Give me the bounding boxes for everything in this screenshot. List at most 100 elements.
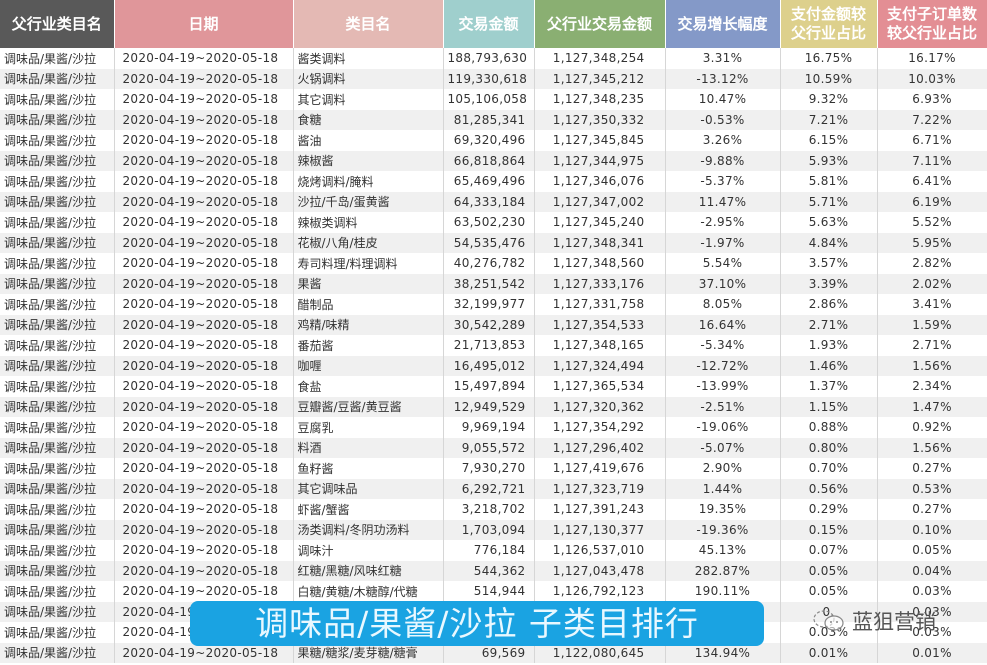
table-row[interactable]: 调味品/果酱/沙拉 2020-04-19~2020-05-18 花椒/八角/桂皮 54… bbox=[0, 232, 987, 253]
cell-category: 咖喱 bbox=[293, 355, 444, 376]
table-row[interactable]: 调味品/果酱/沙拉 2020-04-19~2020-05-18 白糖/黄糖/木糖醇/… bbox=[0, 581, 987, 602]
cell-category: 果糖/糖浆/麦芽糖/糖膏 bbox=[293, 642, 444, 663]
cell-date: 2020-04-19~2020-05-18 bbox=[114, 130, 294, 151]
table-row[interactable]: 调味品/果酱/沙拉 2020-04-19~2020-05-18 料酒 9,055,57… bbox=[0, 437, 987, 458]
cell-growth: -0.53% bbox=[665, 109, 781, 130]
cell-amount: 7,930,270 bbox=[443, 458, 535, 479]
table-row[interactable]: 调味品/果酱/沙拉 2020-04-19~2020-05-18 沙拉/千岛/蛋黄酱 6… bbox=[0, 191, 987, 212]
header-pay-share[interactable]: 支付金额较 父行业占比 bbox=[780, 0, 878, 48]
cell-order-share: 0.92% bbox=[877, 417, 987, 438]
cell-pay-share: 2.86% bbox=[780, 294, 878, 315]
table-row[interactable]: 调味品/果酱/沙拉 2020-04-19~2020-05-18 鱼籽酱 7,930,2… bbox=[0, 458, 987, 479]
table-row[interactable]: 调味品/果酱/沙拉 2020-04-19~2020-05-18 果糖/糖浆/麦芽糖/… bbox=[0, 642, 987, 663]
cell-parent-category: 调味品/果酱/沙拉 bbox=[0, 560, 115, 581]
cell-order-share: 0.03% bbox=[877, 581, 987, 602]
cell-parent-category: 调味品/果酱/沙拉 bbox=[0, 273, 115, 294]
table-row[interactable]: 调味品/果酱/沙拉 2020-04-19~2020-05-18 辣椒类调料 63,50… bbox=[0, 212, 987, 233]
table-row[interactable]: 调味品/果酱/沙拉 2020-04-19~2020-05-18 咖喱 16,495,0… bbox=[0, 355, 987, 376]
cell-order-share: 0.03% bbox=[877, 622, 987, 643]
table-row[interactable]: 调味品/果酱/沙拉 2020-04-19~2020-05-18 食糖 81,285,3… bbox=[0, 109, 987, 130]
cell-date: 2020-04-19~2020-05-18 bbox=[114, 89, 294, 110]
cell-parent-category: 调味品/果酱/沙拉 bbox=[0, 232, 115, 253]
cell-amount: 12,949,529 bbox=[443, 396, 535, 417]
cell-order-share: 6.41% bbox=[877, 171, 987, 192]
cell-date: 2020-04-19~2020-05-18 bbox=[114, 335, 294, 356]
cell-parent-category: 调味品/果酱/沙拉 bbox=[0, 130, 115, 151]
cell-parent-category: 调味品/果酱/沙拉 bbox=[0, 642, 115, 663]
cell-parent-category: 调味品/果酱/沙拉 bbox=[0, 294, 115, 315]
header-pay-share-line1: 支付金额较 bbox=[790, 5, 866, 23]
cell-parent-category: 调味品/果酱/沙拉 bbox=[0, 396, 115, 417]
table-row[interactable]: 调味品/果酱/沙拉 2020-04-19~2020-05-18 调味汁 776,184… bbox=[0, 540, 987, 561]
cell-date: 2020-04-19~2020-05-18 bbox=[114, 396, 294, 417]
table-row[interactable]: 调味品/果酱/沙拉 2020-04-19~2020-05-18 其它调料 105,10… bbox=[0, 89, 987, 110]
header-growth[interactable]: 交易增长幅度 bbox=[665, 0, 781, 48]
header-pay-share-line2: 父行业占比 bbox=[790, 24, 866, 42]
cell-amount: 21,713,853 bbox=[443, 335, 535, 356]
table-row[interactable]: 调味品/果酱/沙拉 2020-04-19~2020-05-18 其它调味品 6,292… bbox=[0, 478, 987, 499]
table-row[interactable]: 调味品/果酱/沙拉 2020-04-19~2020-05-18 酱类调料 188,79… bbox=[0, 48, 987, 69]
cell-growth: -5.37% bbox=[665, 171, 781, 192]
table-row[interactable]: 调味品/果酱/沙拉 2020-04-19~2020-05-18 火锅调料 119,33… bbox=[0, 68, 987, 89]
header-row: 父行业类目名 日期 类目名 交易金额 父行业交易金额 交易增长幅度 支付金额较父… bbox=[0, 0, 987, 48]
cell-growth: 3.26% bbox=[665, 130, 781, 151]
cell-parent-amount: 1,127,348,165 bbox=[534, 335, 666, 356]
cell-category: 白糖/黄糖/木糖醇/代糖 bbox=[293, 581, 444, 602]
cell-date: 2020-04-19~2020-05-18 bbox=[114, 48, 294, 69]
cell-parent-amount: 1,127,324,494 bbox=[534, 355, 666, 376]
cell-date: 2020-04-19~2020-05-18 bbox=[114, 253, 294, 274]
cell-amount: 69,320,496 bbox=[443, 130, 535, 151]
cell-order-share: 16.17% bbox=[877, 48, 987, 69]
cell-amount: 544,362 bbox=[443, 560, 535, 581]
cell-order-share: 5.52% bbox=[877, 212, 987, 233]
cell-date: 2020-04-19~2020-05-18 bbox=[114, 581, 294, 602]
cell-category: 烧烤调料/腌料 bbox=[293, 171, 444, 192]
table-row[interactable]: 调味品/果酱/沙拉 2020-04-19~2020-05-18 鸡精/味精 30,54… bbox=[0, 314, 987, 335]
header-category[interactable]: 类目名 bbox=[293, 0, 444, 48]
table-row[interactable]: 调味品/果酱/沙拉 2020-04-19~2020-05-18 红糖/黑糖/风味红糖… bbox=[0, 560, 987, 581]
header-date[interactable]: 日期 bbox=[114, 0, 294, 48]
cell-order-share: 2.02% bbox=[877, 273, 987, 294]
table-row[interactable]: 调味品/果酱/沙拉 2020-04-19~2020-05-18 酱油 69,320,4… bbox=[0, 130, 987, 151]
table-row[interactable]: 调味品/果酱/沙拉 2020-04-19~2020-05-18 寿司料理/料理调料 4… bbox=[0, 253, 987, 274]
cell-order-share: 5.95% bbox=[877, 232, 987, 253]
cell-parent-amount: 1,127,348,254 bbox=[534, 48, 666, 69]
cell-parent-category: 调味品/果酱/沙拉 bbox=[0, 581, 115, 602]
cell-parent-amount: 1,127,345,845 bbox=[534, 130, 666, 151]
cell-category: 其它调料 bbox=[293, 89, 444, 110]
cell-amount: 1,703,094 bbox=[443, 519, 535, 540]
cell-parent-category: 调味品/果酱/沙拉 bbox=[0, 540, 115, 561]
table-row[interactable]: 调味品/果酱/沙拉 2020-04-19~2020-05-18 辣椒酱 66,818,… bbox=[0, 150, 987, 171]
cell-amount: 9,055,572 bbox=[443, 437, 535, 458]
header-amount[interactable]: 交易金额 bbox=[443, 0, 535, 48]
cell-parent-amount: 1,127,365,534 bbox=[534, 376, 666, 397]
cell-order-share: 2.34% bbox=[877, 376, 987, 397]
header-parent-amount[interactable]: 父行业交易金额 bbox=[534, 0, 666, 48]
cell-pay-share: 5.63% bbox=[780, 212, 878, 233]
cell-parent-category: 调味品/果酱/沙拉 bbox=[0, 437, 115, 458]
cell-pay-share: 2.71% bbox=[780, 314, 878, 335]
header-parent-category[interactable]: 父行业类目名 bbox=[0, 0, 115, 48]
table-row[interactable]: 调味品/果酱/沙拉 2020-04-19~2020-05-18 醋制品 32,199,… bbox=[0, 294, 987, 315]
table-row[interactable]: 调味品/果酱/沙拉 2020-04-19~2020-05-18 番茄酱 21,713,… bbox=[0, 335, 987, 356]
title-banner: 调味品/果酱/沙拉 子类目排行 bbox=[190, 601, 764, 646]
header-order-share-line2: 较父行业占比 bbox=[886, 24, 977, 42]
cell-growth: 37.10% bbox=[665, 273, 781, 294]
cell-category: 寿司料理/料理调料 bbox=[293, 253, 444, 274]
header-order-share[interactable]: 支付子订单数 较父行业占比 bbox=[877, 0, 987, 48]
table-row[interactable]: 调味品/果酱/沙拉 2020-04-19~2020-05-18 食盐 15,497,8… bbox=[0, 376, 987, 397]
cell-parent-amount: 1,127,354,292 bbox=[534, 417, 666, 438]
cell-amount: 69,569 bbox=[443, 642, 535, 663]
table-row[interactable]: 调味品/果酱/沙拉 2020-04-19~2020-05-18 烧烤调料/腌料 65,… bbox=[0, 171, 987, 192]
table-row[interactable]: 调味品/果酱/沙拉 2020-04-19~2020-05-18 豆瓣酱/豆酱/黄豆酱… bbox=[0, 396, 987, 417]
cell-order-share: 0.53% bbox=[877, 478, 987, 499]
cell-amount: 63,502,230 bbox=[443, 212, 535, 233]
cell-growth: 282.87% bbox=[665, 560, 781, 581]
table-row[interactable]: 调味品/果酱/沙拉 2020-04-19~2020-05-18 豆腐乳 9,969,1… bbox=[0, 417, 987, 438]
cell-parent-amount: 1,127,320,362 bbox=[534, 396, 666, 417]
cell-date: 2020-04-19~2020-05-18 bbox=[114, 376, 294, 397]
table-row[interactable]: 调味品/果酱/沙拉 2020-04-19~2020-05-18 虾酱/蟹酱 3,218… bbox=[0, 499, 987, 520]
cell-parent-category: 调味品/果酱/沙拉 bbox=[0, 89, 115, 110]
table-row[interactable]: 调味品/果酱/沙拉 2020-04-19~2020-05-18 汤类调料/冬阴功汤料… bbox=[0, 519, 987, 540]
table-row[interactable]: 调味品/果酱/沙拉 2020-04-19~2020-05-18 果酱 38,251,5… bbox=[0, 273, 987, 294]
